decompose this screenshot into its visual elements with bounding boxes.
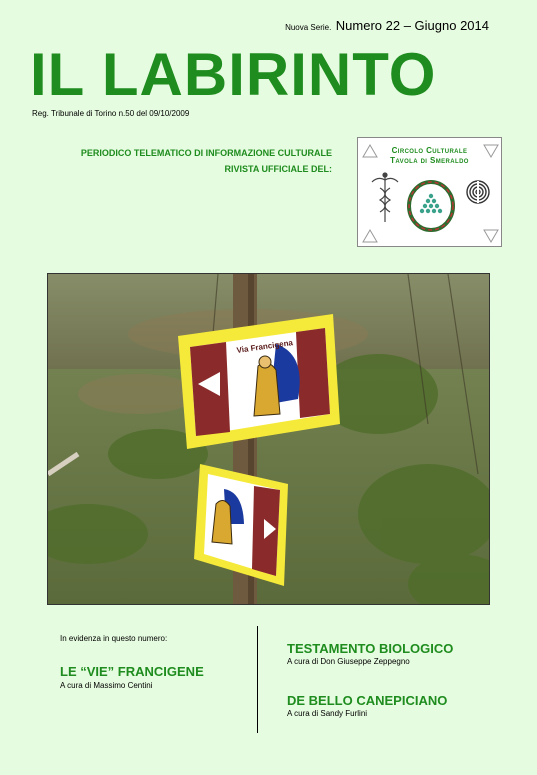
logo-line-2: Tavola di Smeraldo	[390, 156, 469, 165]
circolo-logo: Circolo Culturale Tavola di Smeraldo	[357, 137, 502, 247]
article-title: DE BELLO CANEPICIANO	[287, 693, 448, 708]
article-byline: A cura di Massimo Centini	[60, 681, 153, 690]
ouroboros-icon	[407, 180, 455, 232]
article-byline: A cura di Sandy Furlini	[287, 709, 368, 718]
registration-note: Reg. Tribunale di Torino n.50 del 09/10/…	[32, 109, 190, 118]
highlights-intro: In evidenza in questo numero:	[60, 634, 168, 643]
via-francigena-sign-image: Via Francigena	[48, 274, 489, 604]
labyrinth-icon	[466, 180, 490, 204]
logo-graphics	[362, 144, 499, 243]
triangle-icon	[362, 144, 499, 243]
article-title: TESTAMENTO BIOLOGICO	[287, 641, 454, 656]
caduceus-icon	[371, 172, 399, 222]
issue-number: Numero 22 – Giugno 2014	[335, 18, 489, 33]
trail-sign-upper	[178, 314, 340, 449]
trail-sign-lower	[194, 464, 288, 586]
column-divider	[257, 626, 258, 733]
issue-info: Nuova Serie. Numero 22 – Giugno 2014	[285, 17, 489, 35]
series-label: Nuova Serie.	[285, 23, 332, 32]
logo-line-1: Circolo Culturale	[391, 146, 468, 155]
magazine-title: IL LABIRINTO	[30, 41, 437, 108]
article-byline: A cura di Don Giuseppe Zeppegno	[287, 657, 410, 666]
official-magazine-label: RIVISTA UFFICIALE DEL:	[224, 164, 333, 174]
cover-photo: Via Francigena	[47, 273, 490, 605]
article-title: LE “VIE” FRANCIGENE	[60, 664, 204, 679]
periodical-description: PERIODICO TELEMATICO DI INFORMAZIONE CUL…	[80, 148, 332, 158]
